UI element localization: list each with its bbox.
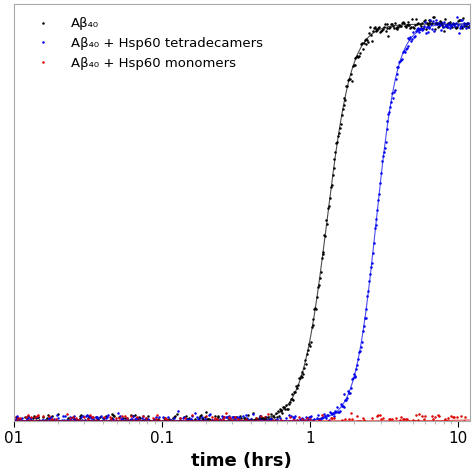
Aβ₄₀ + Hsp60 tetradecamers — [458, 23, 464, 29]
Aβ₄₀ + Hsp60 tetradecamers — [231, 421, 237, 427]
Aβ₄₀ + Hsp60 tetradecamers — [454, 14, 460, 20]
Line: Aβ₄₀ + Hsp60 tetradecamers: Aβ₄₀ + Hsp60 tetradecamers — [12, 16, 471, 430]
Aβ₄₀ — [385, 33, 391, 38]
Aβ₄₀ + Hsp60 tetradecamers — [467, 20, 473, 26]
X-axis label: time (hrs): time (hrs) — [191, 452, 292, 470]
Aβ₄₀ + Hsp60 monomers — [269, 426, 274, 432]
Aβ₄₀ — [231, 414, 237, 420]
Aβ₄₀ + Hsp60 tetradecamers — [11, 426, 17, 431]
Aβ₄₀ + Hsp60 tetradecamers — [228, 420, 234, 426]
Legend: Aβ₄₀, Aβ₄₀ + Hsp60 tetradecamers, Aβ₄₀ + Hsp60 monomers: Aβ₄₀, Aβ₄₀ + Hsp60 tetradecamers, Aβ₄₀ +… — [20, 11, 269, 76]
Aβ₄₀ + Hsp60 tetradecamers — [385, 111, 391, 117]
Aβ₄₀ — [228, 418, 234, 423]
Aβ₄₀ — [11, 421, 17, 427]
Line: Aβ₄₀: Aβ₄₀ — [12, 16, 471, 430]
Aβ₄₀ + Hsp60 tetradecamers — [283, 415, 289, 421]
Aβ₄₀ — [458, 24, 464, 30]
Aβ₄₀ + Hsp60 tetradecamers — [258, 418, 264, 424]
Aβ₄₀ + Hsp60 monomers — [284, 419, 290, 424]
Aβ₄₀ + Hsp60 monomers — [467, 419, 473, 425]
Aβ₄₀ + Hsp60 monomers — [293, 424, 299, 429]
Aβ₄₀ + Hsp60 monomers — [12, 423, 18, 429]
Aβ₄₀ — [114, 426, 120, 432]
Aβ₄₀ — [258, 415, 264, 420]
Aβ₄₀ — [467, 24, 473, 30]
Aβ₄₀ — [430, 15, 436, 20]
Aβ₄₀ + Hsp60 monomers — [427, 419, 433, 425]
Line: Aβ₄₀ + Hsp60 monomers: Aβ₄₀ + Hsp60 monomers — [12, 411, 471, 430]
Aβ₄₀ — [283, 402, 289, 408]
Aβ₄₀ + Hsp60 monomers — [223, 410, 228, 416]
Aβ₄₀ + Hsp60 tetradecamers — [36, 426, 42, 432]
Aβ₄₀ + Hsp60 monomers — [398, 414, 404, 419]
Aβ₄₀ + Hsp60 monomers — [11, 414, 17, 420]
Aβ₄₀ + Hsp60 monomers — [285, 420, 291, 426]
